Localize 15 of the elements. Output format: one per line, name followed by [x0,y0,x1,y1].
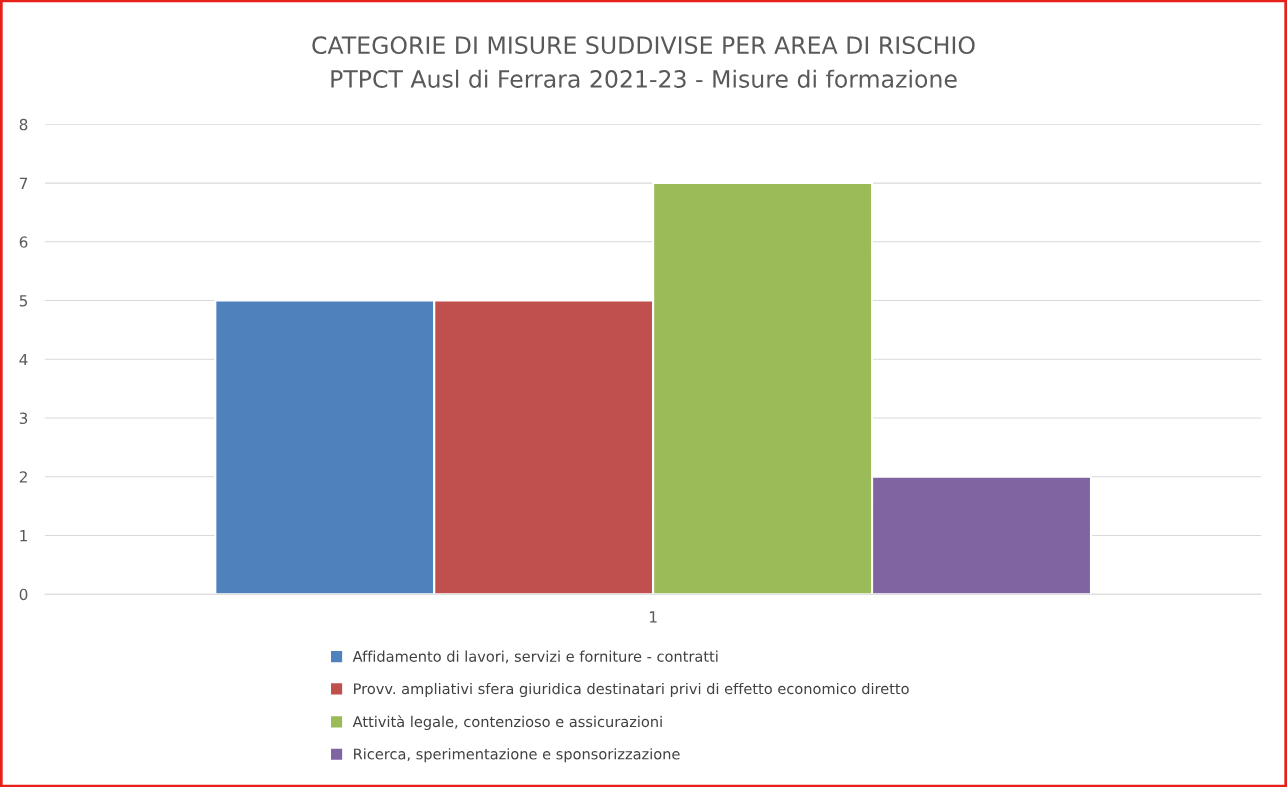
legend-label: Attività legale, contenzioso e assicurazioni [352,715,662,730]
legend-label: Ricerca, sperimentazione e sponsorizzazione [354,748,680,763]
y-tick-label: 4 [19,353,28,366]
y-tick-label: 7 [19,177,28,189]
y-tick-label: 0 [19,588,28,601]
y-tick-label: 6 [19,236,28,248]
y-tick-label: 5 [19,295,28,307]
y-tick-label: 3 [19,412,28,425]
chart-subtitle: PTPCT Ausl di Ferrara 2021-23 - Misure di formazione [331,69,957,88]
chart-title: CATEGORIE DI MISURE SUDDIVISE PER AREA DI RISCHIO [312,36,975,55]
y-tick-label: 1 [20,530,27,542]
y-tick-label: 8 [19,118,28,131]
legend-label: Provv. ampliativi sfera giuridica destinatari privi di effetto economico diretto [354,682,909,698]
y-tick-label: 2 [19,471,27,483]
legend-label: Affidamento di lavori, servizi e forniture - contratti [352,650,718,664]
